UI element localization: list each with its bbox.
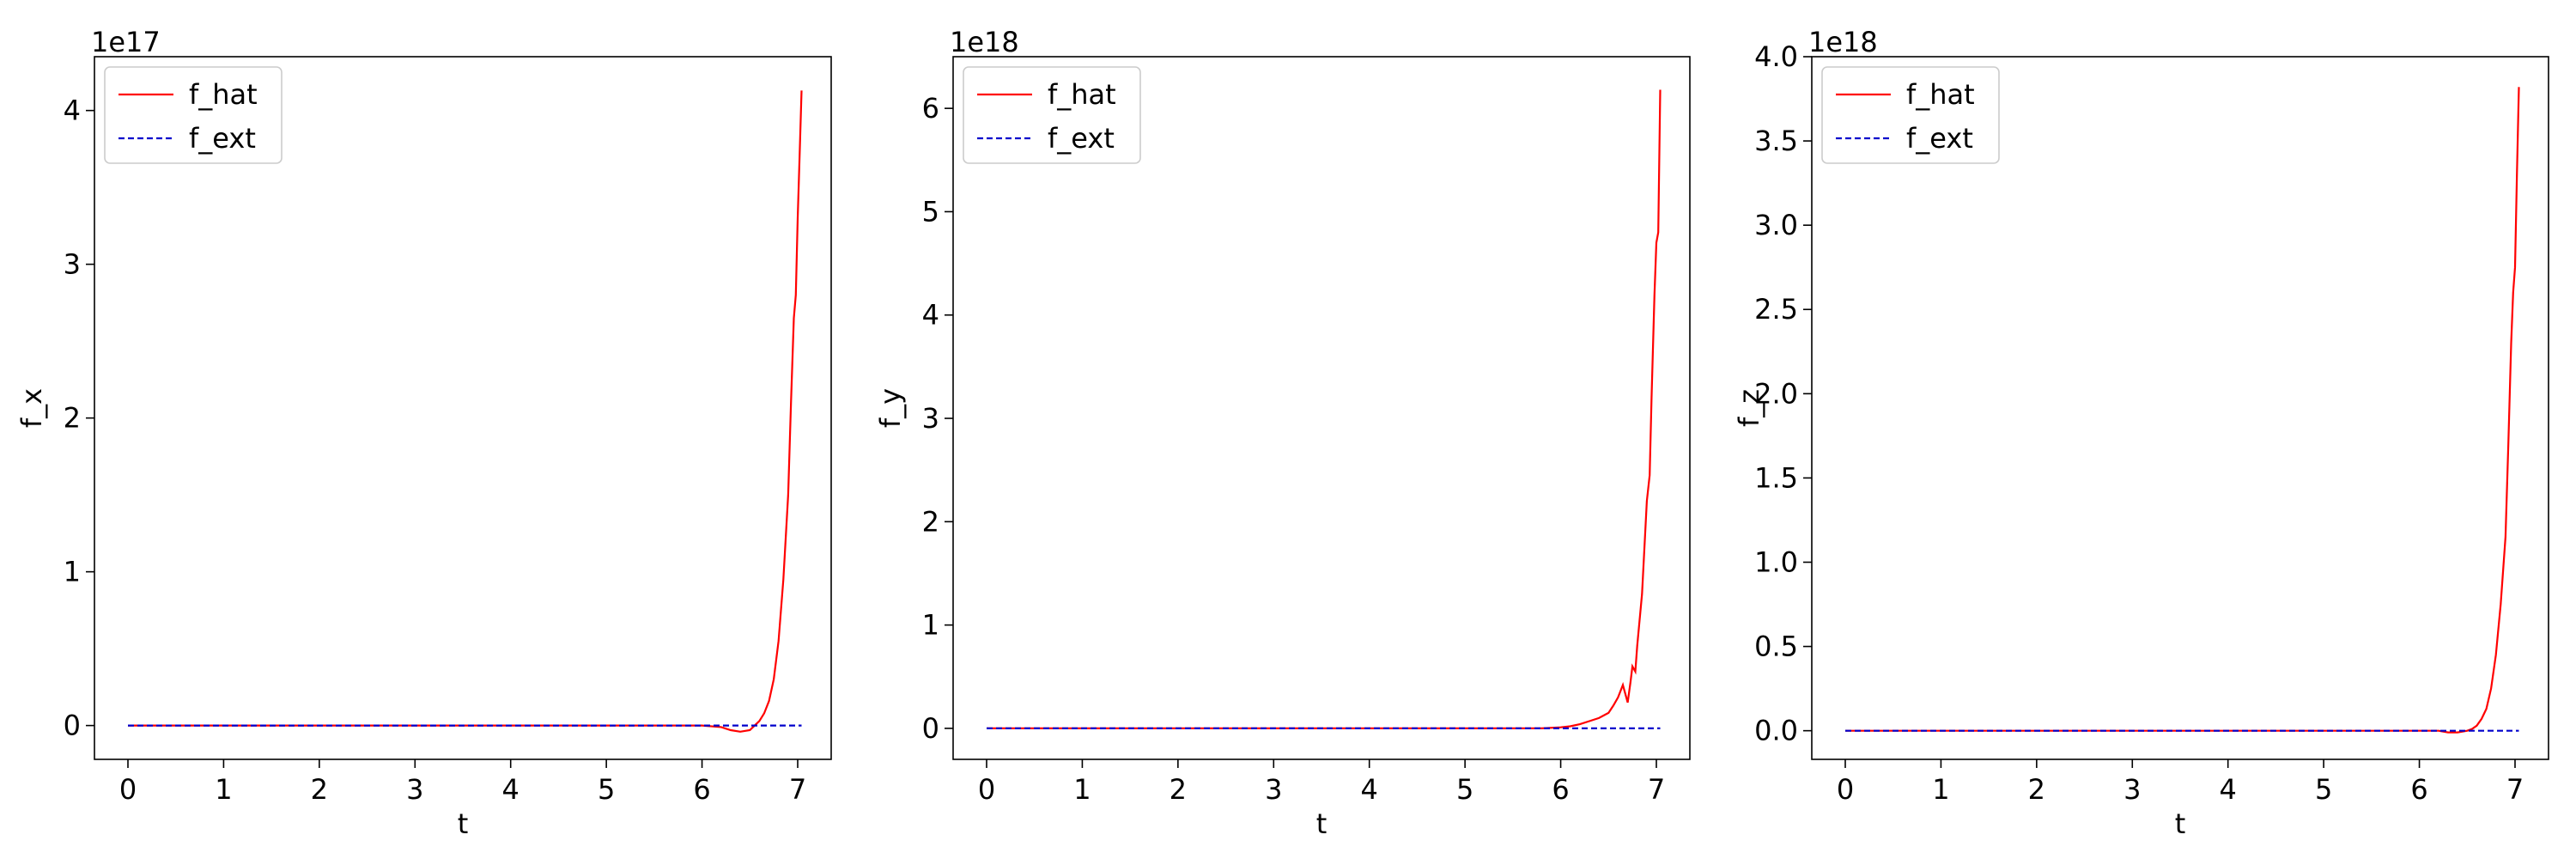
x-tick-label: 0 <box>119 773 137 806</box>
x-tick-label: 2 <box>311 773 328 806</box>
y-axis-label: f_z <box>1733 389 1765 427</box>
y-tick-label: 1.0 <box>1754 545 1798 578</box>
legend-entry-label: f_hat <box>189 78 258 111</box>
plot-area-frame <box>952 56 1691 760</box>
y-tick-label: 1.5 <box>1754 461 1798 494</box>
x-tick-label: 4 <box>2220 773 2237 806</box>
plot-area-frame <box>94 56 832 760</box>
y-axis-offset-text: 1e17 <box>91 26 161 58</box>
x-tick-label: 3 <box>406 773 423 806</box>
legend: f_hat f_ext <box>963 66 1141 164</box>
y-tick-label: 1 <box>64 556 81 588</box>
legend-entry-label: f_hat <box>1048 78 1116 111</box>
x-tick-label: 5 <box>1456 773 1473 806</box>
x-tick-label: 3 <box>2123 773 2141 806</box>
y-tick-label: 0.0 <box>1754 715 1798 747</box>
x-tick-label: 1 <box>1932 773 1949 806</box>
legend: f_hat f_ext <box>1821 66 2000 164</box>
y-tick-label: 4 <box>64 94 81 127</box>
y-tick-label: 0 <box>922 712 939 745</box>
x-tick-label: 1 <box>1073 773 1091 806</box>
x-axis-label: t <box>458 807 469 840</box>
x-axis-label: t <box>1316 807 1327 840</box>
series-line-f-hat <box>128 90 803 733</box>
legend-entry-label: f_hat <box>1906 78 1975 111</box>
chart-panel-3: 0 1 2 3 4 5 6 7 0.0 0.5 1.0 1.5 2.0 2.5 3.0 3.5 4.0 t f_z 1… <box>1733 26 2549 840</box>
y-tick-label: 0 <box>64 710 81 742</box>
x-tick-label: 0 <box>978 773 995 806</box>
legend-entry-label: f_ext <box>1906 122 1973 155</box>
x-tick-label: 5 <box>2315 773 2332 806</box>
x-tick-label: 7 <box>789 773 806 806</box>
x-tick-label: 6 <box>693 773 710 806</box>
y-tick-label: 4 <box>922 299 939 332</box>
x-tick-label: 6 <box>2410 773 2427 806</box>
x-tick-label: 7 <box>2506 773 2524 806</box>
y-tick-label: 3.5 <box>1754 125 1798 157</box>
x-tick-label: 3 <box>1265 773 1282 806</box>
x-tick-label: 5 <box>598 773 615 806</box>
y-tick-label: 2 <box>64 402 81 435</box>
series-line-f-hat <box>1845 87 2520 734</box>
y-tick-label: 2.5 <box>1754 293 1798 326</box>
y-tick-label: 1 <box>922 609 939 642</box>
y-axis-offset-text: 1e18 <box>1808 26 1878 58</box>
y-tick-label: 4.0 <box>1754 40 1798 73</box>
legend-entry-label: f_ext <box>189 122 256 155</box>
y-tick-label: 3 <box>64 248 81 281</box>
y-tick-label: 2.0 <box>1754 377 1798 410</box>
x-tick-label: 4 <box>502 773 519 806</box>
x-tick-label: 7 <box>1648 773 1665 806</box>
x-tick-label: 6 <box>1552 773 1569 806</box>
x-tick-label: 4 <box>1361 773 1378 806</box>
y-axis-label: f_y <box>874 388 907 428</box>
y-axis-label: f_x <box>15 388 48 428</box>
x-axis-label: t <box>2175 807 2186 840</box>
y-tick-label: 5 <box>922 195 939 228</box>
plot-area-frame <box>1811 56 2549 760</box>
series-line-f-hat <box>987 89 1662 730</box>
y-tick-label: 3 <box>922 402 939 435</box>
legend: f_hat f_ext <box>104 66 283 164</box>
x-tick-label: 0 <box>1837 773 1854 806</box>
y-tick-label: 3.0 <box>1754 209 1798 241</box>
y-axis-offset-text: 1e18 <box>950 26 1019 58</box>
x-tick-label: 1 <box>215 773 232 806</box>
chart-panel-2: 0 1 2 3 4 5 6 7 0 1 2 3 4 5 6 t f_y 1e18 f_hat f_ext <box>874 26 1691 840</box>
y-tick-label: 0.5 <box>1754 631 1798 663</box>
y-tick-label: 6 <box>922 92 939 125</box>
x-tick-label: 2 <box>2028 773 2045 806</box>
y-tick-label: 2 <box>922 505 939 538</box>
legend-entry-label: f_ext <box>1048 122 1115 155</box>
x-tick-label: 2 <box>1170 773 1187 806</box>
